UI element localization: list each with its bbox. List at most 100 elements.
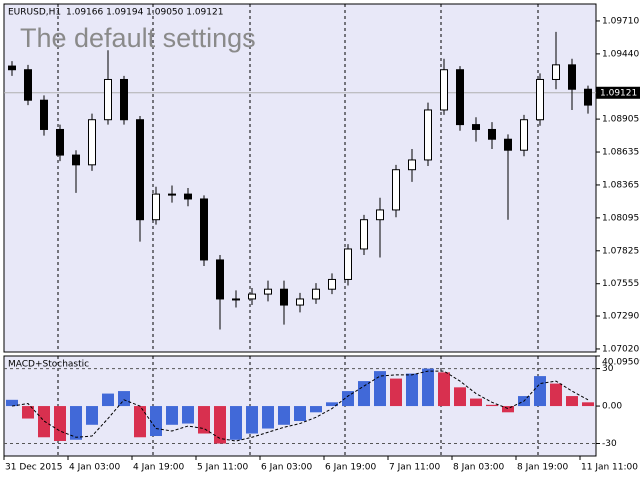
candle-body <box>408 159 416 171</box>
x-tick-label: 5 Jan 11:00 <box>197 463 249 473</box>
candle-body <box>520 119 528 151</box>
histogram-bar <box>294 406 306 422</box>
candle-body <box>152 193 160 221</box>
candle-body <box>200 198 208 261</box>
candle-body <box>552 64 560 80</box>
candle-body <box>88 119 96 166</box>
histogram-bar <box>342 391 354 407</box>
x-tick-label: 4 Jan 19:00 <box>133 463 185 473</box>
candle-body <box>216 259 224 300</box>
candle-body <box>456 69 464 126</box>
x-tick-label: 6 Jan 03:00 <box>261 463 313 473</box>
candle-body <box>104 78 112 121</box>
y-tick-label: 30 <box>602 364 614 374</box>
candle-body <box>328 278 336 290</box>
y-tick-label: 1.07555 <box>602 279 639 289</box>
candle-body <box>504 138 512 151</box>
histogram-bar <box>454 387 466 407</box>
candle-body <box>232 298 240 301</box>
candle-body <box>376 209 384 221</box>
y-tick-label: 1.08365 <box>602 180 639 190</box>
histogram-bar <box>182 406 194 424</box>
y-tick-label: 1.07290 <box>602 312 639 322</box>
candle-body <box>120 78 128 121</box>
histogram-bar <box>390 378 402 407</box>
candle-body <box>440 69 448 111</box>
y-tick-label: 1.08635 <box>602 148 639 158</box>
histogram-bar <box>422 368 434 407</box>
candle-body <box>24 69 32 101</box>
histogram-bar <box>534 376 546 407</box>
histogram-bar <box>278 406 290 425</box>
candle-body <box>360 219 368 250</box>
y-tick-label: -30 <box>602 439 617 449</box>
x-tick-label: 6 Jan 19:00 <box>325 463 377 473</box>
histogram-bar <box>374 371 386 407</box>
histogram-bar <box>438 372 450 407</box>
histogram-bar <box>198 406 210 434</box>
y-tick-label: 1.07020 <box>602 344 639 354</box>
x-tick-label: 8 Jan 03:00 <box>453 463 505 473</box>
histogram-bar <box>38 406 50 438</box>
histogram-bar <box>54 406 66 442</box>
y-tick-label: 1.09710 <box>602 16 639 26</box>
histogram-bar <box>214 406 226 444</box>
histogram-bar <box>86 406 98 425</box>
histogram-bar <box>310 406 322 413</box>
histogram-bar <box>6 399 18 407</box>
histogram-bar <box>326 402 338 407</box>
histogram-bar <box>566 396 578 407</box>
histogram-bar <box>230 406 242 440</box>
histogram-bar <box>486 404 498 407</box>
histogram-bar <box>470 398 482 407</box>
candle-body <box>536 78 544 121</box>
y-tick-label: 1.07825 <box>602 246 639 256</box>
candle-body <box>568 64 576 90</box>
candle-body <box>392 169 400 211</box>
candle-body <box>56 128 64 156</box>
histogram-bar <box>502 406 514 413</box>
last-price-label: 1.09121 <box>600 88 637 98</box>
annotation: The default settings <box>20 23 256 53</box>
y-tick-label: 1.08095 <box>602 213 639 223</box>
histogram-bar <box>166 406 178 425</box>
candle-body <box>584 88 592 106</box>
y-tick-label: 40.09509 <box>602 358 640 368</box>
last-price-box <box>596 86 640 99</box>
histogram-bar <box>550 383 562 407</box>
histogram-bar <box>358 381 370 407</box>
candle-body <box>8 65 16 71</box>
histogram-bar <box>582 402 594 407</box>
x-tick-label: 7 Jan 11:00 <box>389 463 441 473</box>
histogram-bar <box>118 391 130 407</box>
histogram-bar <box>406 373 418 407</box>
histogram-bar <box>102 393 114 407</box>
x-tick-label: 11 Jan 11:00 <box>581 463 638 473</box>
candle-body <box>72 154 80 166</box>
y-tick-label: 1.09440 <box>602 49 639 59</box>
histogram-bar <box>134 406 146 438</box>
histogram-bar <box>22 406 34 419</box>
candle-body <box>136 119 144 221</box>
candle-body <box>296 298 304 306</box>
candle-body <box>184 193 192 200</box>
candle-body <box>312 288 320 300</box>
candle-body <box>472 124 480 130</box>
candle-body <box>488 128 496 140</box>
sub-title: MACD+Stochastic <box>8 360 89 370</box>
histogram-bar <box>70 406 82 440</box>
x-tick-label: 8 Jan 19:00 <box>517 463 569 473</box>
plot-layer: 1.09710 1.09440 1.08905 1.08635 1.08365 1.080… <box>3 4 640 473</box>
x-tick-label: 4 Jan 03:00 <box>69 463 121 473</box>
candle-body <box>424 109 432 161</box>
y-tick-label: 0.00 <box>602 402 622 412</box>
candle-body <box>344 248 352 280</box>
candle-body <box>280 288 288 306</box>
candle-body <box>168 193 176 196</box>
candle-body <box>40 99 48 130</box>
sub-pane <box>3 355 597 457</box>
histogram-bar <box>246 406 258 434</box>
x-tick-label: 31 Dec 2015 <box>5 463 63 473</box>
histogram-bar <box>262 406 274 429</box>
